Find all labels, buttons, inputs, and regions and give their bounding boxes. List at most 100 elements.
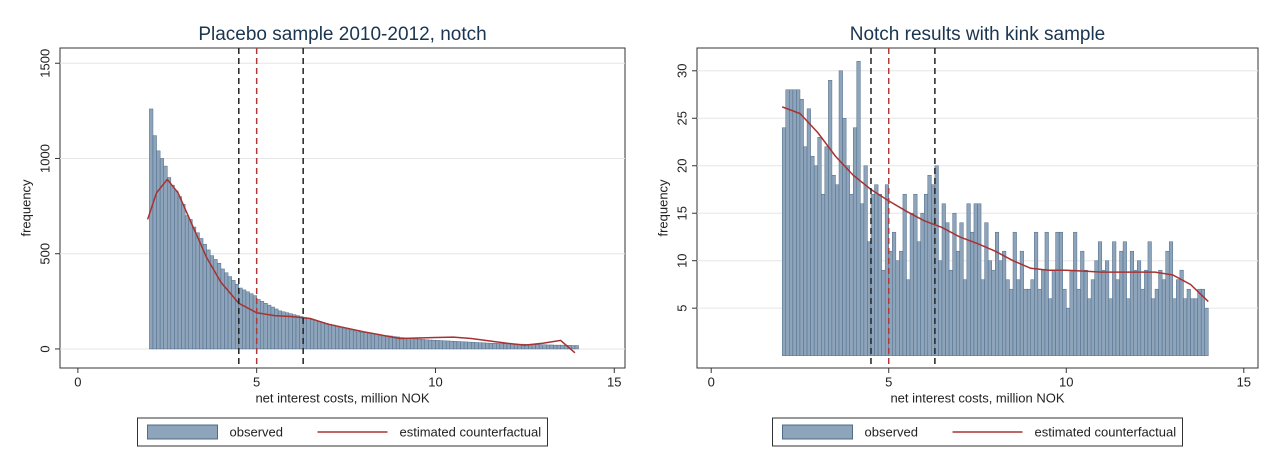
bar [195, 232, 200, 350]
bar [874, 184, 879, 356]
bar [1186, 288, 1191, 356]
bar [378, 334, 383, 350]
legend-label: estimated counterfactual [1035, 424, 1177, 439]
bar [449, 340, 454, 350]
bar [360, 331, 365, 350]
bar [938, 260, 943, 356]
bar [292, 314, 297, 350]
bar [948, 269, 953, 356]
bar [856, 61, 861, 356]
bar [1016, 279, 1021, 356]
bar [1122, 241, 1127, 356]
bar [1204, 307, 1209, 356]
bar [317, 321, 322, 350]
x-axis-label: net interest costs, million NOK [890, 390, 1064, 405]
y-axis-label: frequency [18, 179, 33, 237]
bar [1076, 288, 1081, 356]
y-tick-label: 1500 [37, 49, 52, 78]
bar [199, 238, 204, 350]
bar [574, 345, 579, 350]
bar [417, 338, 422, 350]
bar [470, 342, 476, 350]
bar [488, 342, 493, 350]
bar [927, 174, 932, 356]
bar [453, 341, 458, 350]
bar [295, 315, 300, 350]
bar [1058, 231, 1063, 356]
bar [863, 165, 868, 356]
bar [1140, 288, 1145, 356]
bar [1193, 298, 1198, 356]
bar [478, 342, 483, 350]
legend-label: estimated counterfactual [400, 424, 542, 439]
bar [174, 190, 179, 350]
bar [535, 344, 540, 350]
bar [1176, 279, 1181, 356]
x-tick-label: 15 [607, 374, 621, 389]
bar [1019, 250, 1024, 356]
bar [163, 165, 168, 350]
bar [1048, 298, 1053, 356]
bar [1002, 250, 1007, 356]
bar [327, 323, 333, 350]
bar [852, 127, 858, 356]
bar [835, 184, 840, 356]
bar [1055, 231, 1060, 356]
bar [881, 269, 886, 356]
y-tick-label: 5 [674, 305, 689, 312]
bar [431, 339, 436, 350]
bar [249, 293, 254, 350]
bar [546, 344, 551, 350]
bar [1044, 231, 1049, 356]
bar [270, 306, 275, 350]
bar [849, 193, 854, 356]
bar [1126, 298, 1131, 356]
bar [963, 279, 968, 356]
bar [803, 146, 808, 356]
bar [1179, 269, 1184, 356]
bar [909, 212, 914, 356]
bar [1108, 298, 1113, 356]
y-axis-label: frequency [655, 179, 670, 237]
bar [549, 344, 554, 350]
bar [1158, 269, 1163, 356]
x-axis-label: net interest costs, million NOK [255, 390, 429, 405]
bar [789, 89, 794, 356]
bar [1005, 279, 1010, 356]
bar [367, 333, 372, 350]
bar [181, 203, 186, 350]
bar [542, 344, 547, 350]
bar [352, 330, 358, 350]
bar [499, 343, 504, 350]
counterfactual-line [146, 178, 576, 354]
bar [1115, 279, 1120, 356]
bar [245, 291, 250, 350]
bar [966, 203, 971, 356]
bar [945, 222, 950, 356]
bar [1062, 288, 1067, 356]
bar [363, 332, 368, 350]
bar [1037, 288, 1042, 356]
bar [556, 344, 561, 350]
bar [1083, 269, 1088, 356]
bar [188, 219, 193, 350]
x-tick-label: 10 [428, 374, 442, 389]
bar [385, 335, 390, 350]
bar [1129, 250, 1134, 356]
bar [1112, 241, 1117, 356]
bar [263, 302, 268, 350]
bar [806, 108, 811, 356]
chart-title: Placebo sample 2010-2012, notch [198, 24, 486, 45]
bar [227, 276, 232, 350]
bar [916, 241, 921, 356]
bar [313, 320, 318, 350]
bar [1101, 269, 1106, 356]
bar [506, 343, 511, 350]
bar [406, 338, 411, 350]
bar [845, 165, 850, 356]
y-tick-label: 15 [674, 206, 689, 220]
bar [1009, 288, 1014, 356]
bar [913, 193, 918, 356]
bar [388, 335, 393, 350]
bar [1097, 241, 1103, 356]
